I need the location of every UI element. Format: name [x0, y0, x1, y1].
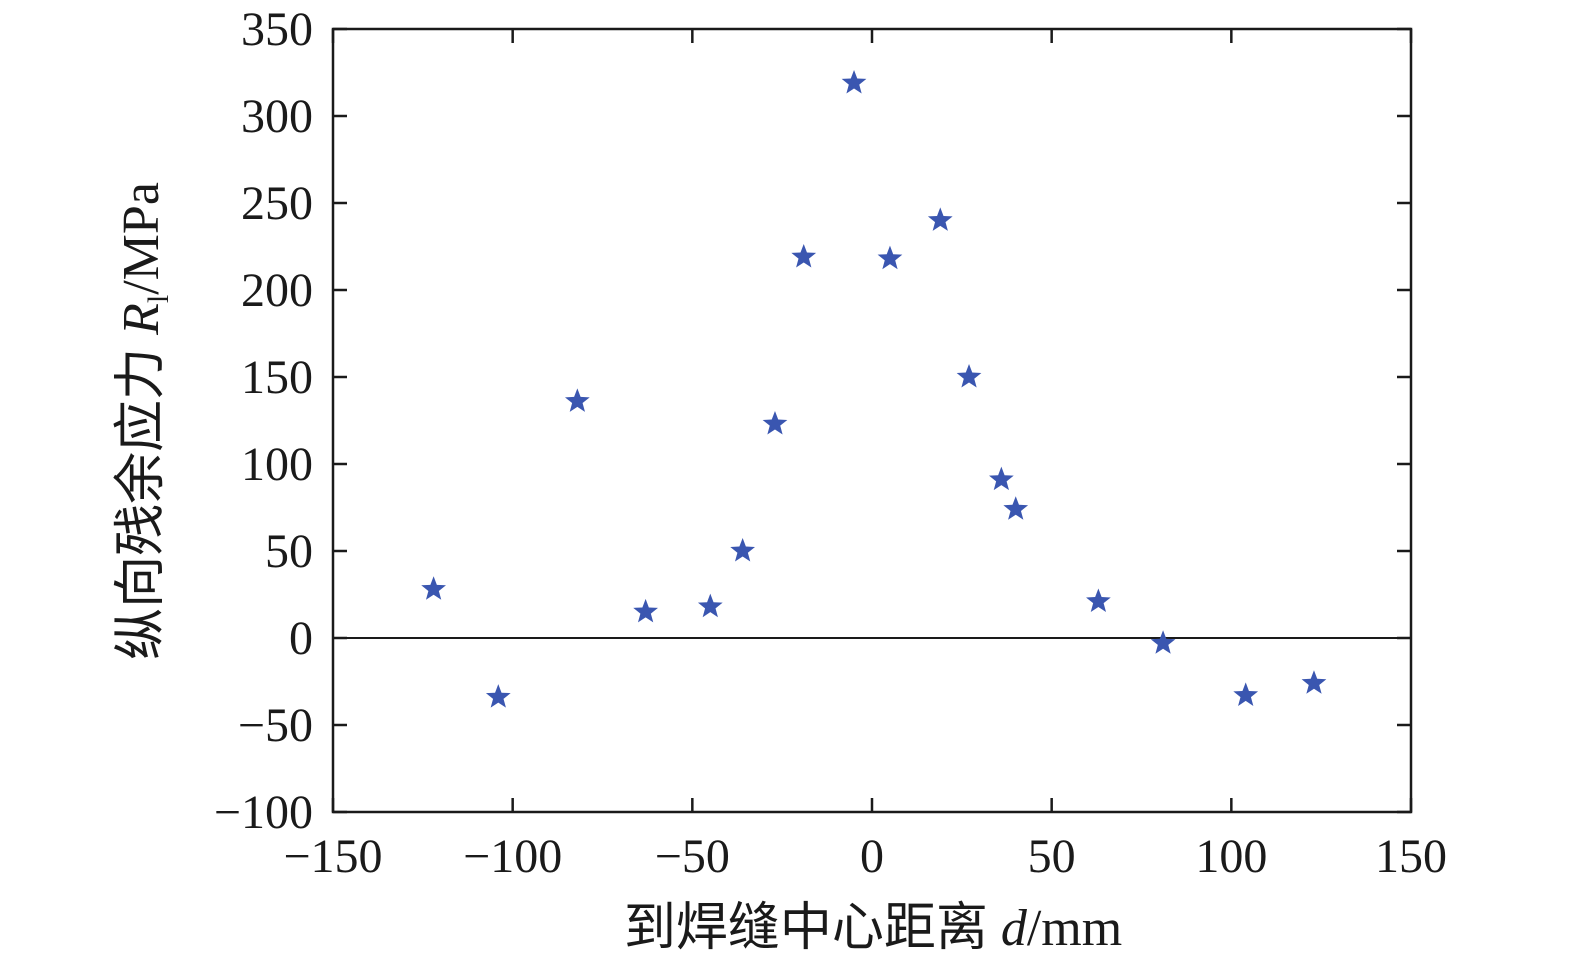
x-axis-label: 到焊缝中心距离 d/mm: [624, 900, 1122, 957]
data-point-star: [1086, 588, 1111, 612]
data-point-star: [877, 245, 903, 270]
y-axis-ticks: −100 −50 0 50 100 150 200 250 300 350: [214, 3, 1411, 839]
y-tick-label: 300: [241, 90, 313, 143]
x-tick-label: −50: [655, 830, 730, 883]
data-points: [421, 69, 1327, 708]
x-tick-label: 0: [860, 830, 884, 883]
plot-frame: [331, 27, 1413, 814]
y-axis-label-unit: /MPa: [113, 182, 170, 295]
y-axis-label-sub: l: [142, 295, 175, 303]
y-tick-label: 350: [241, 3, 313, 56]
data-point-star: [1003, 496, 1029, 520]
y-tick-label: 250: [241, 177, 313, 230]
data-point-star: [927, 207, 953, 231]
data-point-star: [762, 410, 788, 435]
data-point-star: [1150, 630, 1176, 654]
y-tick-label: −100: [214, 786, 313, 839]
y-axis-label-prefix: 纵向残余应力: [113, 335, 170, 660]
data-point-star: [841, 69, 867, 94]
data-point-star: [633, 598, 658, 623]
data-point-star: [697, 593, 723, 618]
y-tick-label: 0: [289, 612, 313, 665]
data-point-star: [989, 466, 1014, 491]
y-axis-label: 纵向残余应力 Rl/MPa: [113, 182, 175, 660]
x-axis-ticks: −150 −100 −50 0 50 100 150: [283, 29, 1447, 883]
x-tick-label: −100: [463, 830, 562, 883]
y-tick-label: −50: [238, 699, 313, 752]
data-point-star: [421, 576, 446, 600]
x-tick-label: −150: [283, 830, 382, 883]
x-axis-label-prefix: 到焊缝中心距离: [624, 900, 1001, 957]
y-axis-label-var: R: [113, 303, 170, 336]
data-point-star: [1301, 670, 1327, 694]
x-axis-label-var: d: [1001, 900, 1028, 957]
data-point-star: [730, 538, 755, 562]
data-point-star: [564, 388, 590, 412]
y-tick-label: 50: [265, 525, 313, 578]
y-tick-label: 200: [241, 264, 313, 317]
y-tick-label: 100: [241, 438, 313, 491]
data-point-star: [791, 243, 817, 268]
x-tick-label: 50: [1028, 830, 1076, 883]
x-tick-label: 100: [1195, 830, 1267, 883]
x-tick-label: 150: [1375, 830, 1447, 883]
data-point-star: [1233, 682, 1259, 706]
x-axis-label-unit: /mm: [1027, 900, 1122, 957]
y-tick-label: 150: [241, 351, 313, 404]
data-point-star: [485, 684, 511, 708]
data-point-star: [956, 364, 982, 388]
